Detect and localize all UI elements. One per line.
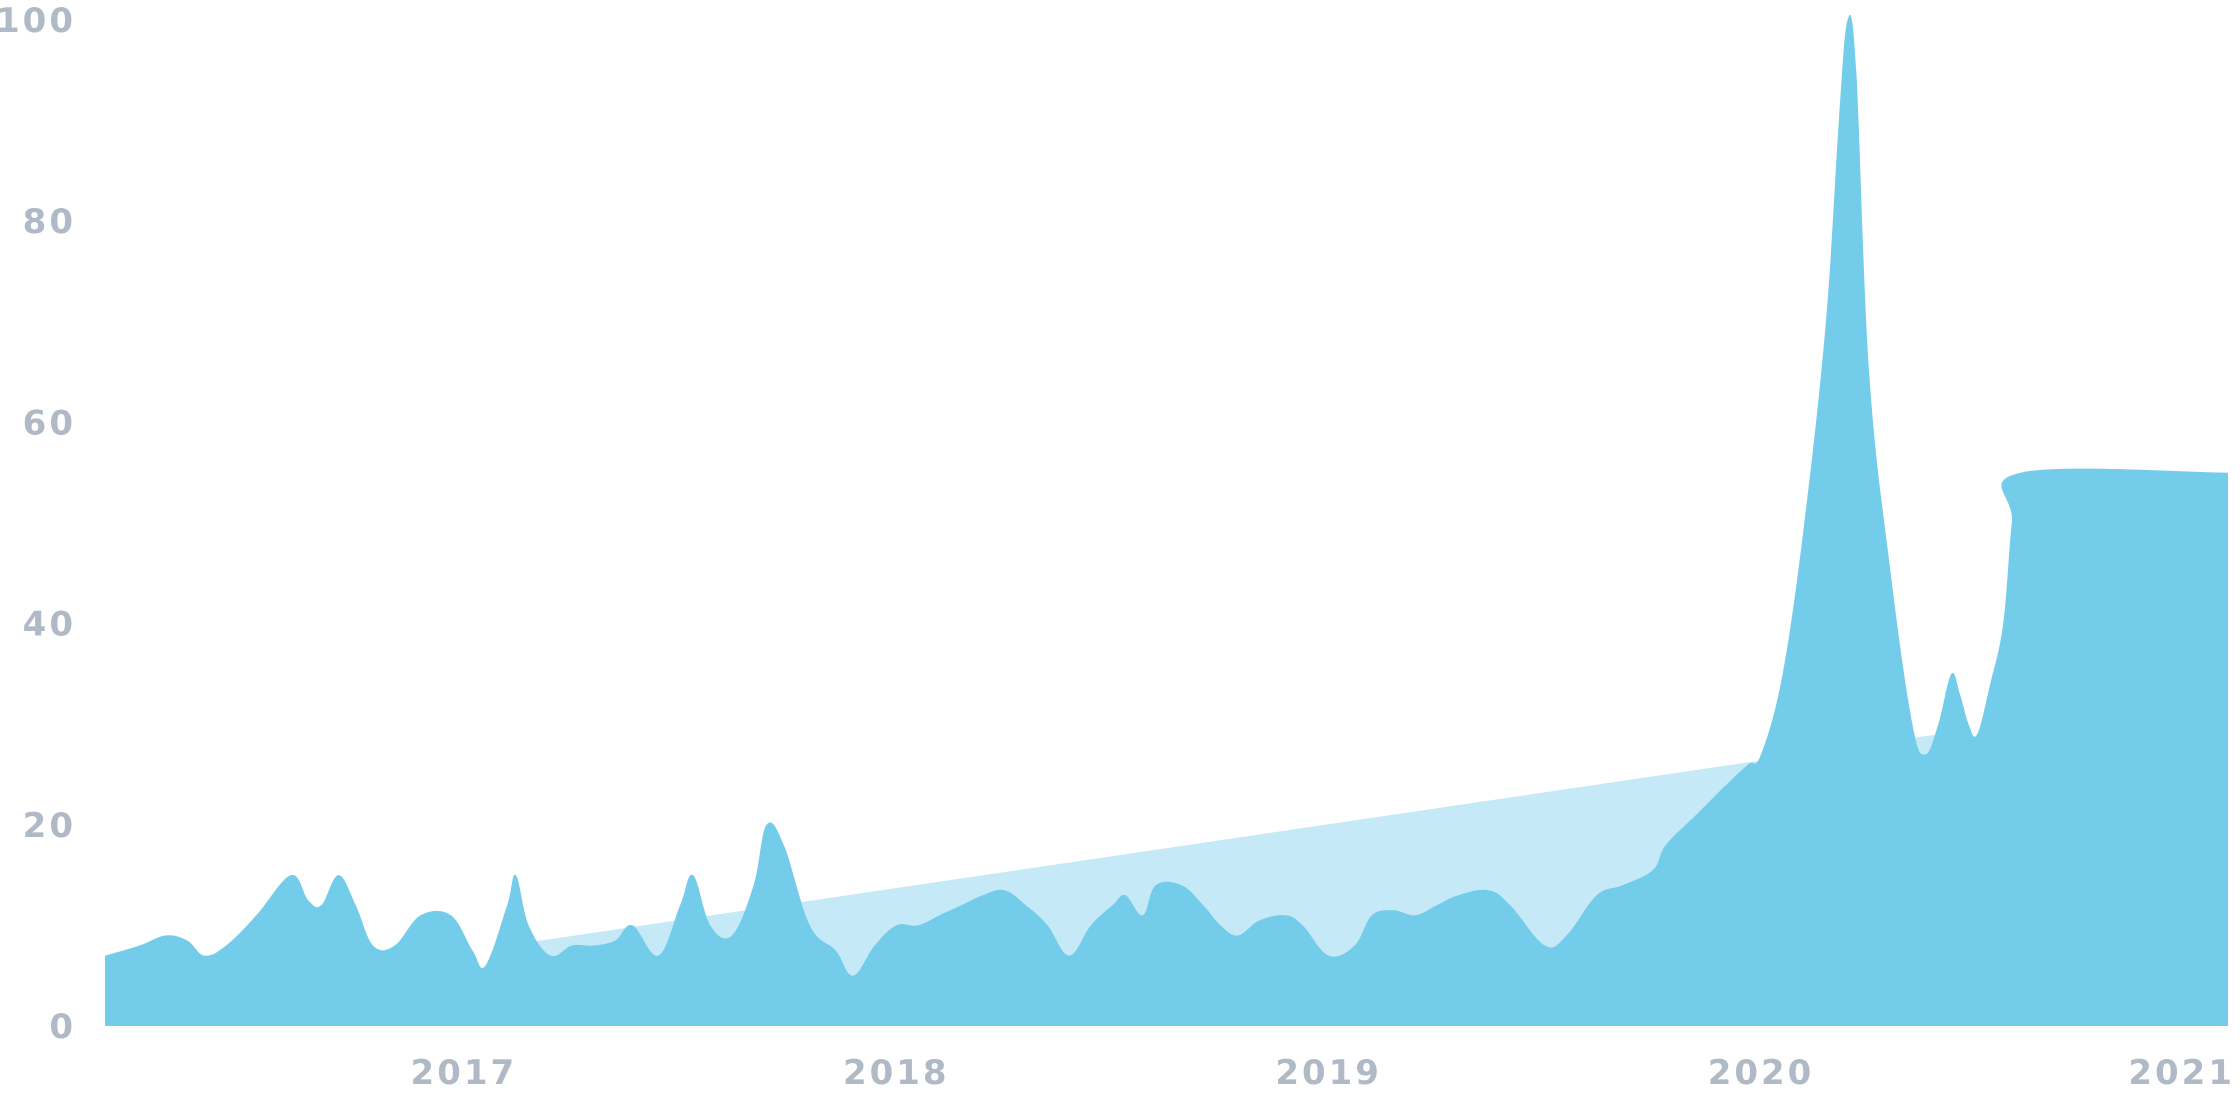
y-tick-label-80: 80 — [23, 202, 76, 242]
y-tick-label-60: 60 — [23, 403, 76, 443]
y-tick-label-40: 40 — [23, 605, 76, 645]
x-tick-label-2017: 2017 — [411, 1053, 518, 1093]
x-tick-label-2020: 2020 — [1708, 1053, 1815, 1093]
y-axis: 0 20 40 60 80 100 — [0, 1, 76, 1047]
y-tick-label-20: 20 — [23, 806, 76, 846]
x-tick-label-2021: 2021 — [2128, 1053, 2235, 1093]
y-tick-label-0: 0 — [49, 1007, 76, 1047]
x-axis: 2017 2018 2019 2020 2021 — [411, 1053, 2235, 1093]
x-tick-label-2018: 2018 — [843, 1053, 950, 1093]
series-area — [105, 14, 2228, 1027]
x-tick-label-2019: 2019 — [1275, 1053, 1382, 1093]
y-tick-label-100: 100 — [0, 1, 76, 41]
plot-area — [105, 14, 2228, 1027]
